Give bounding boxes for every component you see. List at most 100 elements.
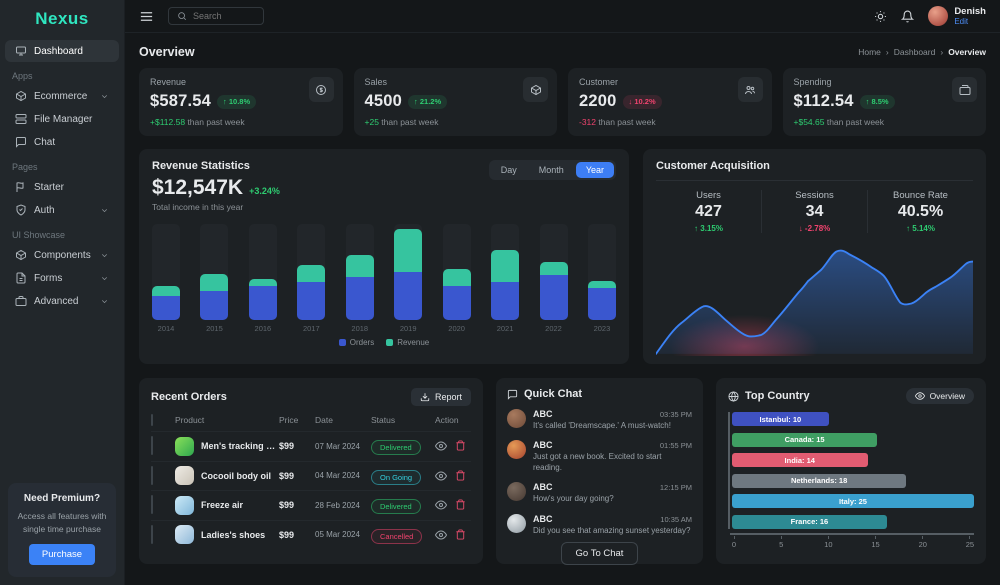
- sidebar-item-ecommerce[interactable]: Ecommerce: [5, 85, 119, 107]
- stat-badge: ↑ 10.8%: [217, 94, 257, 109]
- row-checkbox[interactable]: [151, 436, 153, 456]
- breadcrumb-dashboard[interactable]: Dashboard: [893, 47, 936, 57]
- country-bar-istanbul: Istanbul: 10: [732, 412, 829, 426]
- chat-message: ABC 03:35 PM It's called 'Dreamscape.' A …: [507, 409, 692, 431]
- view-icon[interactable]: [435, 470, 447, 482]
- stat-value: $112.54: [793, 92, 854, 110]
- stat-value: 4500: [364, 92, 403, 110]
- user-edit-link[interactable]: Edit: [954, 17, 969, 26]
- revenue-swatch: [386, 339, 394, 346]
- product-name: Men's tracking shoes: [201, 441, 279, 452]
- overview-button[interactable]: Overview: [905, 388, 974, 404]
- sidebar-item-starter[interactable]: Starter: [5, 176, 119, 198]
- page-title: Overview: [139, 45, 195, 59]
- sidebar-item-label: Advanced: [34, 295, 79, 307]
- sidebar-nav: Dashboard Apps Ecommerce File Manager Ch…: [0, 39, 124, 475]
- select-all-checkbox[interactable]: [151, 414, 153, 426]
- quick-chat-card: Quick Chat ABC 03:35 PM It's called 'Drea…: [496, 378, 703, 565]
- stat-note: than past week: [826, 117, 885, 127]
- notifications-bell-icon[interactable]: [901, 10, 915, 23]
- stat-cards: Revenue $587.54 ↑ 10.8% +$112.58 than pas…: [139, 68, 986, 136]
- app-logo: Nexus: [35, 9, 89, 28]
- box-icon: [15, 249, 27, 261]
- country-bar-netherlands: Netherlands: 18: [732, 473, 907, 488]
- user-avatar: [928, 6, 949, 26]
- sidebar-item-label: Ecommerce: [34, 90, 88, 102]
- dollar-circle-icon: [308, 77, 334, 102]
- package-icon: [523, 77, 548, 102]
- chat-avatar: [507, 440, 526, 460]
- chevron-down-icon: [100, 274, 109, 283]
- briefcase-icon: [15, 295, 27, 307]
- stat-note: than past week: [381, 117, 439, 127]
- report-button[interactable]: Report: [410, 388, 471, 406]
- sidebar-item-components[interactable]: Components: [5, 244, 119, 266]
- purchase-button[interactable]: Purchase: [28, 544, 96, 565]
- download-icon: [420, 393, 430, 402]
- product-name: Cocooil body oil: [201, 470, 271, 481]
- country-x-axis: 0 5 10 15 20 25: [730, 532, 974, 549]
- stat-badge: ↓ 10.2%: [622, 94, 662, 109]
- sidebar-item-label: File Manager: [34, 113, 93, 125]
- bar-2018: [345, 224, 374, 320]
- tab-month[interactable]: Month: [538, 165, 564, 175]
- revenue-statistics-title: Revenue Statistics: [152, 160, 250, 172]
- metric-users: Users 427 ↑ 3.15%: [656, 190, 762, 233]
- sidebar-item-auth[interactable]: Auth: [5, 199, 119, 221]
- recent-orders-card: Recent Orders Report Product Price Date …: [139, 378, 483, 564]
- user-menu[interactable]: Denish Edit: [928, 6, 986, 26]
- bar-2016: [248, 224, 277, 320]
- chat-avatar: [507, 513, 526, 533]
- search-input[interactable]: [193, 11, 261, 21]
- view-icon[interactable]: [435, 499, 447, 511]
- area-line: [656, 249, 973, 355]
- sidebar-item-file-manager[interactable]: File Manager: [5, 108, 119, 130]
- tab-day[interactable]: Day: [500, 165, 517, 175]
- sidebar-item-forms[interactable]: Forms: [5, 267, 119, 289]
- go-to-chat-button[interactable]: Go To Chat: [560, 541, 639, 565]
- sidebar-item-dashboard[interactable]: Dashboard: [5, 40, 119, 62]
- bar-2020: [442, 224, 471, 320]
- row-checkbox[interactable]: [151, 465, 153, 485]
- breadcrumb-home[interactable]: Home: [858, 47, 881, 57]
- chat-icon: [507, 389, 518, 400]
- delete-icon[interactable]: [455, 529, 466, 540]
- stat-badge: ↑ 8.5%: [859, 94, 895, 109]
- sidebar-section-pages: Pages: [12, 162, 38, 172]
- sidebar-item-label: Forms: [34, 272, 63, 284]
- row-checkbox[interactable]: [151, 524, 153, 544]
- order-price: $99: [279, 470, 295, 481]
- quick-chat-title: Quick Chat: [524, 388, 583, 400]
- bar-2021: [491, 224, 520, 320]
- chevron-down-icon: [100, 251, 109, 260]
- sidebar-section-ui-showcase: UI Showcase: [12, 230, 66, 240]
- delete-icon[interactable]: [455, 440, 466, 451]
- chevron-down-icon: [100, 206, 109, 215]
- stat-card-sales: Sales 4500 ↑ 21.2% +25 than past week: [353, 68, 557, 136]
- row-checkbox[interactable]: [151, 495, 153, 515]
- theme-toggle-sun-icon[interactable]: [874, 10, 887, 23]
- stat-value: $587.54: [150, 92, 212, 110]
- search-box[interactable]: [168, 7, 264, 25]
- sidebar-item-advanced[interactable]: Advanced: [5, 290, 119, 312]
- order-row: Ladies's shoes $99 05 Mar 2024 Cancelled: [151, 519, 471, 550]
- stat-note: than past week: [598, 117, 656, 127]
- view-icon[interactable]: [435, 440, 447, 452]
- chat-avatar: [507, 409, 526, 428]
- search-icon: [177, 11, 187, 21]
- product-image: [175, 466, 194, 486]
- sidebar-section-apps: Apps: [12, 71, 33, 81]
- menu-icon[interactable]: [139, 9, 154, 24]
- bar-2017: [297, 224, 326, 320]
- sidebar-item-label: Components: [34, 249, 91, 261]
- page-header: Overview Home › Dashboard › Overview: [139, 39, 986, 68]
- view-icon[interactable]: [435, 529, 447, 541]
- order-date: 05 Mar 2024: [315, 530, 360, 540]
- delete-icon[interactable]: [455, 470, 466, 481]
- breadcrumb-separator: ›: [940, 47, 944, 57]
- delete-icon[interactable]: [455, 499, 466, 510]
- chat-message: ABC 10:35 AM Did you see that amazing sun…: [507, 513, 692, 536]
- topbar-actions: Denish Edit: [874, 6, 986, 26]
- sidebar-item-chat[interactable]: Chat: [5, 131, 119, 153]
- tab-year[interactable]: Year: [575, 162, 614, 178]
